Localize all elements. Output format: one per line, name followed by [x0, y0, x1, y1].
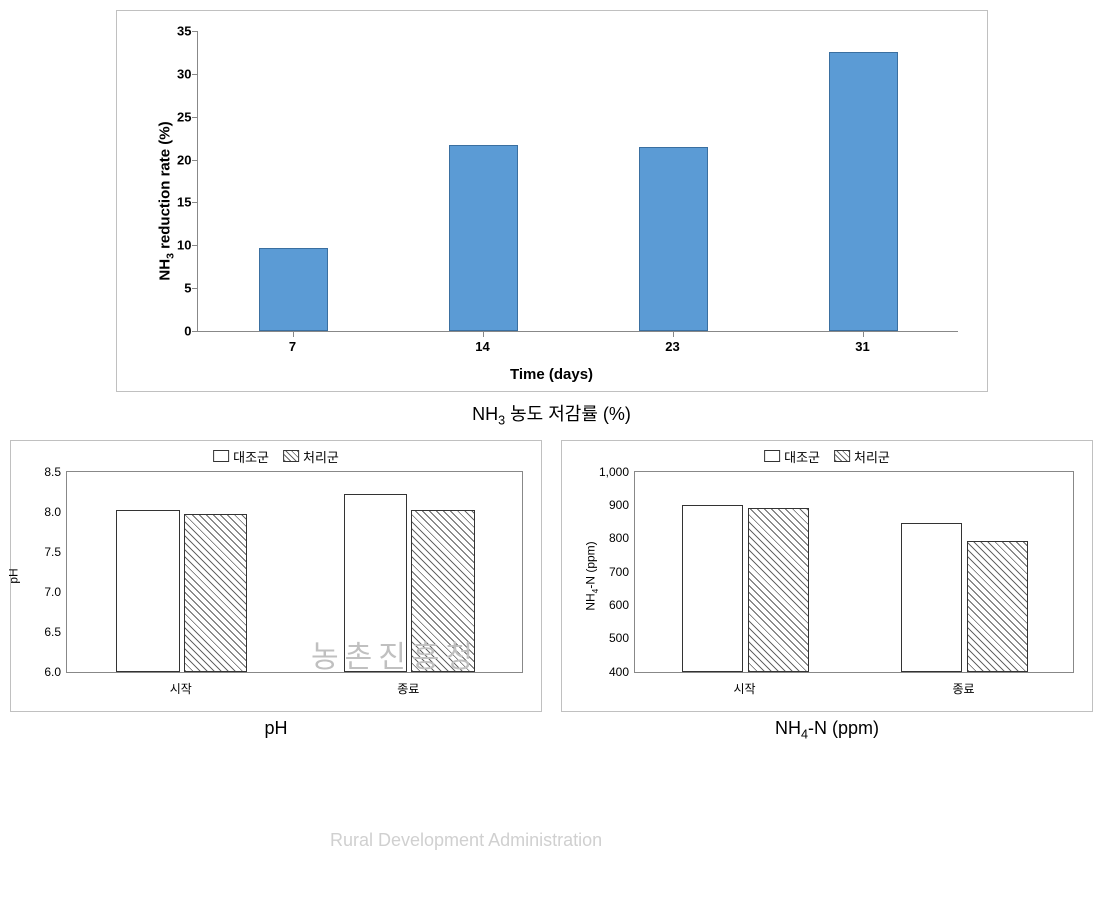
bottom-row: 대조군 처리군 6.06.57.07.58.08.5시작종료 pH 농촌진흥청 …	[10, 440, 1093, 742]
y-tick-mark	[192, 160, 198, 161]
nh4-chart: 대조군 처리군 4005006007008009001,000시작종료 NH4-…	[561, 440, 1093, 712]
bar	[116, 510, 179, 672]
legend: 대조군 처리군	[213, 447, 339, 466]
y-tick-label: 1,000	[599, 465, 635, 479]
nh4-chart-wrapper: 대조군 처리군 4005006007008009001,000시작종료 NH4-…	[561, 440, 1093, 742]
x-tick-label: 종료	[952, 672, 974, 697]
legend-swatch-hatch	[834, 450, 850, 462]
y-axis-title: pH	[7, 568, 21, 583]
nh4-chart-caption: NH4-N (ppm)	[561, 718, 1093, 742]
x-tick-mark	[673, 331, 674, 337]
y-axis-title: NH4-N (ppm)	[583, 541, 599, 610]
legend-label-treatment: 처리군	[303, 447, 339, 466]
legend-treatment: 처리군	[283, 447, 339, 466]
x-tick-mark	[293, 331, 294, 337]
y-tick-mark	[192, 202, 198, 203]
ph-chart-caption: pH	[10, 718, 542, 739]
legend-swatch-white	[764, 450, 780, 462]
legend-treatment: 처리군	[834, 447, 890, 466]
bar	[748, 508, 809, 672]
y-tick-label: 7.0	[44, 585, 67, 599]
y-tick-label: 800	[609, 531, 635, 545]
legend-label-control: 대조군	[784, 447, 820, 466]
bar	[829, 52, 898, 331]
y-tick-label: 7.5	[44, 545, 67, 559]
ph-chart: 대조군 처리군 6.06.57.07.58.08.5시작종료 pH 농촌진흥청	[10, 440, 542, 712]
plot-area: 6.06.57.07.58.08.5시작종료	[66, 471, 523, 673]
bar	[901, 523, 962, 672]
x-tick-label: 종료	[397, 672, 419, 697]
y-tick-mark	[192, 288, 198, 289]
legend-control: 대조군	[764, 447, 820, 466]
x-tick-label: 시작	[170, 672, 192, 697]
bar	[682, 505, 743, 672]
legend-swatch-white	[213, 450, 229, 462]
x-tick-mark	[483, 331, 484, 337]
x-axis-title: Time (days)	[510, 366, 593, 383]
bar	[344, 494, 407, 672]
y-tick-label: 600	[609, 598, 635, 612]
bar	[449, 145, 518, 331]
y-tick-label: 6.0	[44, 665, 67, 679]
y-tick-label: 8.0	[44, 505, 67, 519]
bar	[184, 514, 247, 672]
watermark-subtext: Rural Development Administration	[330, 830, 602, 851]
bar	[259, 248, 328, 331]
nh3-reduction-chart: NH3 reduction rate (%) 05101520253035714…	[116, 10, 988, 392]
y-tick-label: 500	[609, 631, 635, 645]
y-tick-label: 400	[609, 665, 635, 679]
legend-swatch-hatch	[283, 450, 299, 462]
y-tick-mark	[192, 245, 198, 246]
legend: 대조군 처리군	[764, 447, 890, 466]
y-tick-mark	[192, 31, 198, 32]
bar	[639, 147, 708, 331]
x-tick-label: 시작	[733, 672, 755, 697]
y-tick-mark	[192, 117, 198, 118]
y-tick-label: 8.5	[44, 465, 67, 479]
bar	[967, 541, 1028, 671]
y-tick-label: 900	[609, 498, 635, 512]
top-chart-caption: NH3 농도 저감률 (%)	[10, 400, 1093, 428]
plot-area: 4005006007008009001,000시작종료	[634, 471, 1074, 673]
x-tick-mark	[863, 331, 864, 337]
y-tick-label: 6.5	[44, 625, 67, 639]
bar	[411, 510, 474, 672]
legend-control: 대조군	[213, 447, 269, 466]
legend-label-treatment: 처리군	[854, 447, 890, 466]
y-tick-mark	[192, 74, 198, 75]
y-tick-mark	[192, 331, 198, 332]
legend-label-control: 대조군	[233, 447, 269, 466]
y-tick-label: 700	[609, 565, 635, 579]
plot-area: 051015202530357142331	[197, 31, 958, 332]
ph-chart-wrapper: 대조군 처리군 6.06.57.07.58.08.5시작종료 pH 농촌진흥청 …	[10, 440, 542, 742]
y-axis-title: NH3 reduction rate (%)	[156, 121, 176, 280]
